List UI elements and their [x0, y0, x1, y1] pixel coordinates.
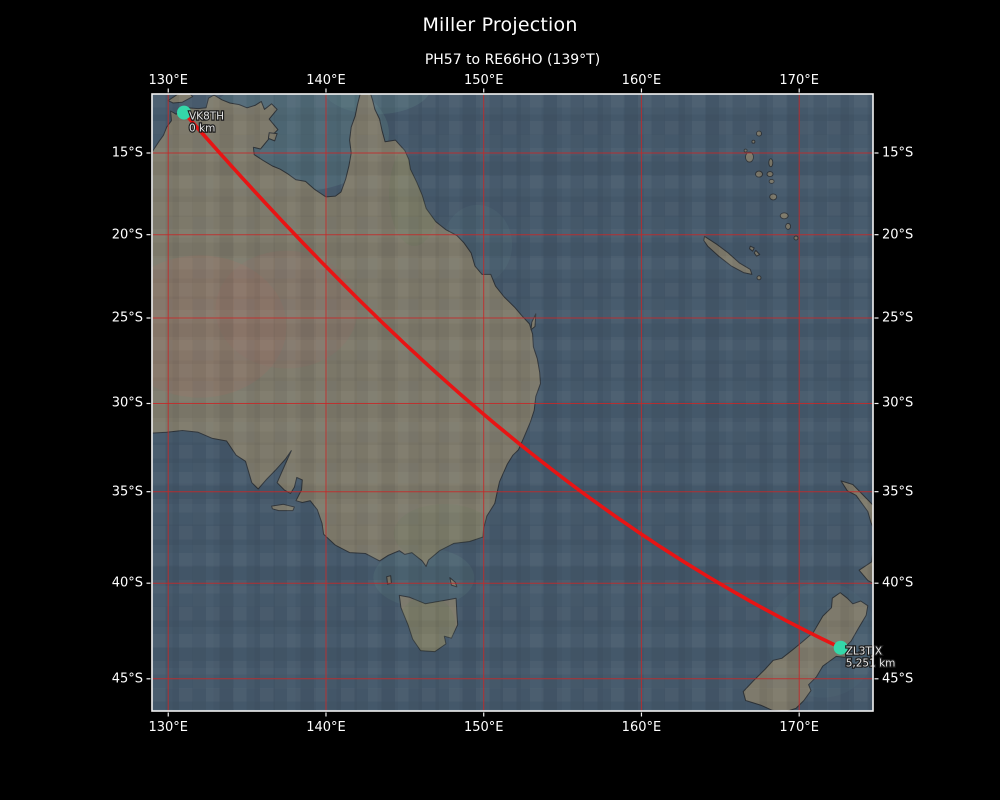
lat-tick-label-right: 30°S — [882, 395, 914, 411]
marker-to-distance-label: 5,251 km — [846, 658, 896, 670]
lon-tick-label-top: 160°E — [621, 73, 662, 88]
marker-from-distance-label: 0 km — [189, 123, 215, 135]
lat-tick-label-left: 30°S — [111, 395, 143, 411]
marker-to — [833, 640, 848, 655]
map-subtitle: PH57 to RE66HO (139°T) — [424, 52, 601, 68]
lat-tick-label-right: 25°S — [882, 310, 914, 326]
lat-tick-label-right: 15°S — [882, 145, 914, 161]
lat-tick-label-right: 45°S — [882, 671, 914, 687]
lon-tick-label-top: 170°E — [779, 73, 819, 88]
marker-from — [177, 105, 191, 120]
lat-tick-label-left: 20°S — [111, 227, 143, 243]
map-border — [151, 93, 874, 712]
lon-tick-label-top: 140°E — [306, 73, 346, 88]
lat-tick-label-left: 35°S — [111, 484, 143, 500]
lon-tick-label-bottom: 160°E — [621, 720, 662, 735]
lat-tick-label-left: 25°S — [111, 310, 143, 326]
lat-tick-label-left: 45°S — [111, 671, 143, 687]
lat-tick-label-left: 15°S — [111, 145, 143, 161]
lon-tick-label-bottom: 170°E — [779, 720, 819, 735]
route-line — [182, 110, 843, 650]
lat-tick-label-right: 35°S — [882, 484, 914, 500]
lat-tick-label-right: 20°S — [882, 227, 914, 243]
lon-tick-label-bottom: 130°E — [148, 720, 188, 735]
marker-to-callsign-label: ZL3TJX — [846, 646, 882, 658]
lon-tick-label-bottom: 140°E — [306, 720, 346, 735]
lon-tick-label-top: 130°E — [148, 73, 188, 88]
raster-texture-2 — [152, 94, 873, 711]
map-title: Miller Projection — [422, 14, 578, 36]
lon-tick-label-top: 150°E — [463, 73, 504, 88]
map-plot: VK8TH 0 km ZL3TJX 5,251 km — [146, 88, 897, 717]
lon-tick-label-bottom: 150°E — [463, 720, 504, 735]
marker-from-callsign-label: VK8TH — [189, 111, 224, 123]
map-layers — [152, 94, 873, 711]
lat-tick-label-right: 40°S — [882, 575, 914, 591]
lat-tick-label-left: 40°S — [111, 575, 143, 591]
